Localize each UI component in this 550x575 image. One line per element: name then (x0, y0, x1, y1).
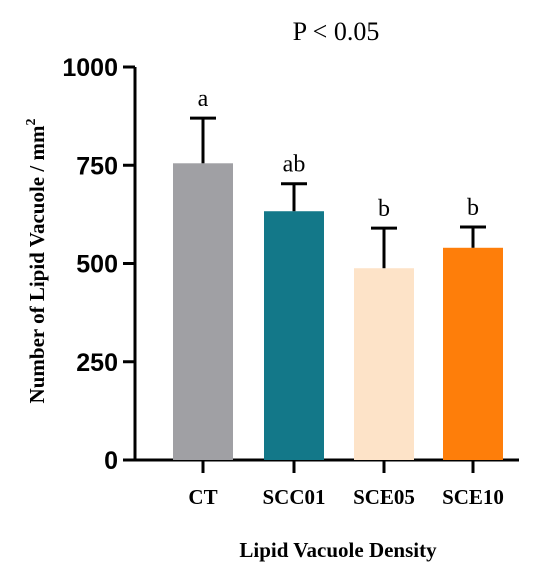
bar (443, 247, 503, 460)
y-tick-label: 750 (76, 152, 118, 180)
y-tick-label: 1000 (62, 54, 118, 82)
significance-letter: b (378, 196, 390, 222)
significance-letter: a (198, 86, 209, 112)
x-tick-label: CT (188, 485, 217, 509)
bar (354, 268, 414, 460)
plot-area: 0 250 500 750 1000 a CT ab SCC01 b SCE05 b SCE10 (62, 54, 519, 509)
x-axis-label: Lipid Vacuole Density (239, 538, 437, 562)
significance-letter: ab (283, 152, 306, 178)
chart-title: P < 0.05 (293, 17, 380, 46)
x-tick-label: SCE10 (442, 485, 504, 509)
bar (173, 163, 233, 460)
y-tick-label: 250 (76, 349, 118, 377)
x-tick-label: SCE05 (353, 485, 415, 509)
y-tick-label: 0 (104, 447, 118, 475)
y-axis-label-text: Number of Lipid Vacuole / mm (25, 125, 49, 403)
y-axis-label-superscript: 2 (24, 119, 39, 126)
y-axis-label: Number of Lipid Vacuole / mm2 (24, 119, 49, 404)
bar (264, 211, 324, 460)
significance-letter: b (467, 195, 479, 221)
x-tick-label: SCC01 (262, 485, 325, 509)
y-tick-label: 500 (76, 251, 118, 279)
